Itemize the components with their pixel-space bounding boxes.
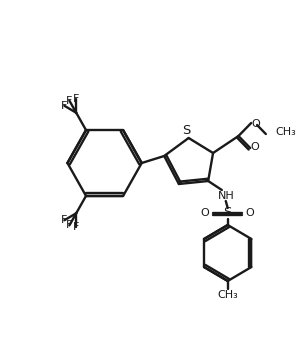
Text: S: S: [224, 206, 232, 220]
Text: CH₃: CH₃: [276, 127, 296, 137]
Text: S: S: [182, 124, 191, 136]
Text: F: F: [66, 96, 73, 106]
Text: F: F: [73, 222, 80, 232]
Text: F: F: [66, 220, 73, 230]
Text: F: F: [73, 94, 80, 104]
Text: F: F: [61, 101, 68, 111]
Text: F: F: [61, 215, 68, 225]
Text: NH: NH: [218, 191, 234, 201]
Text: O: O: [246, 208, 255, 218]
Text: O: O: [251, 142, 260, 152]
Text: CH₃: CH₃: [217, 290, 238, 300]
Text: O: O: [252, 119, 260, 129]
Text: O: O: [201, 208, 210, 218]
